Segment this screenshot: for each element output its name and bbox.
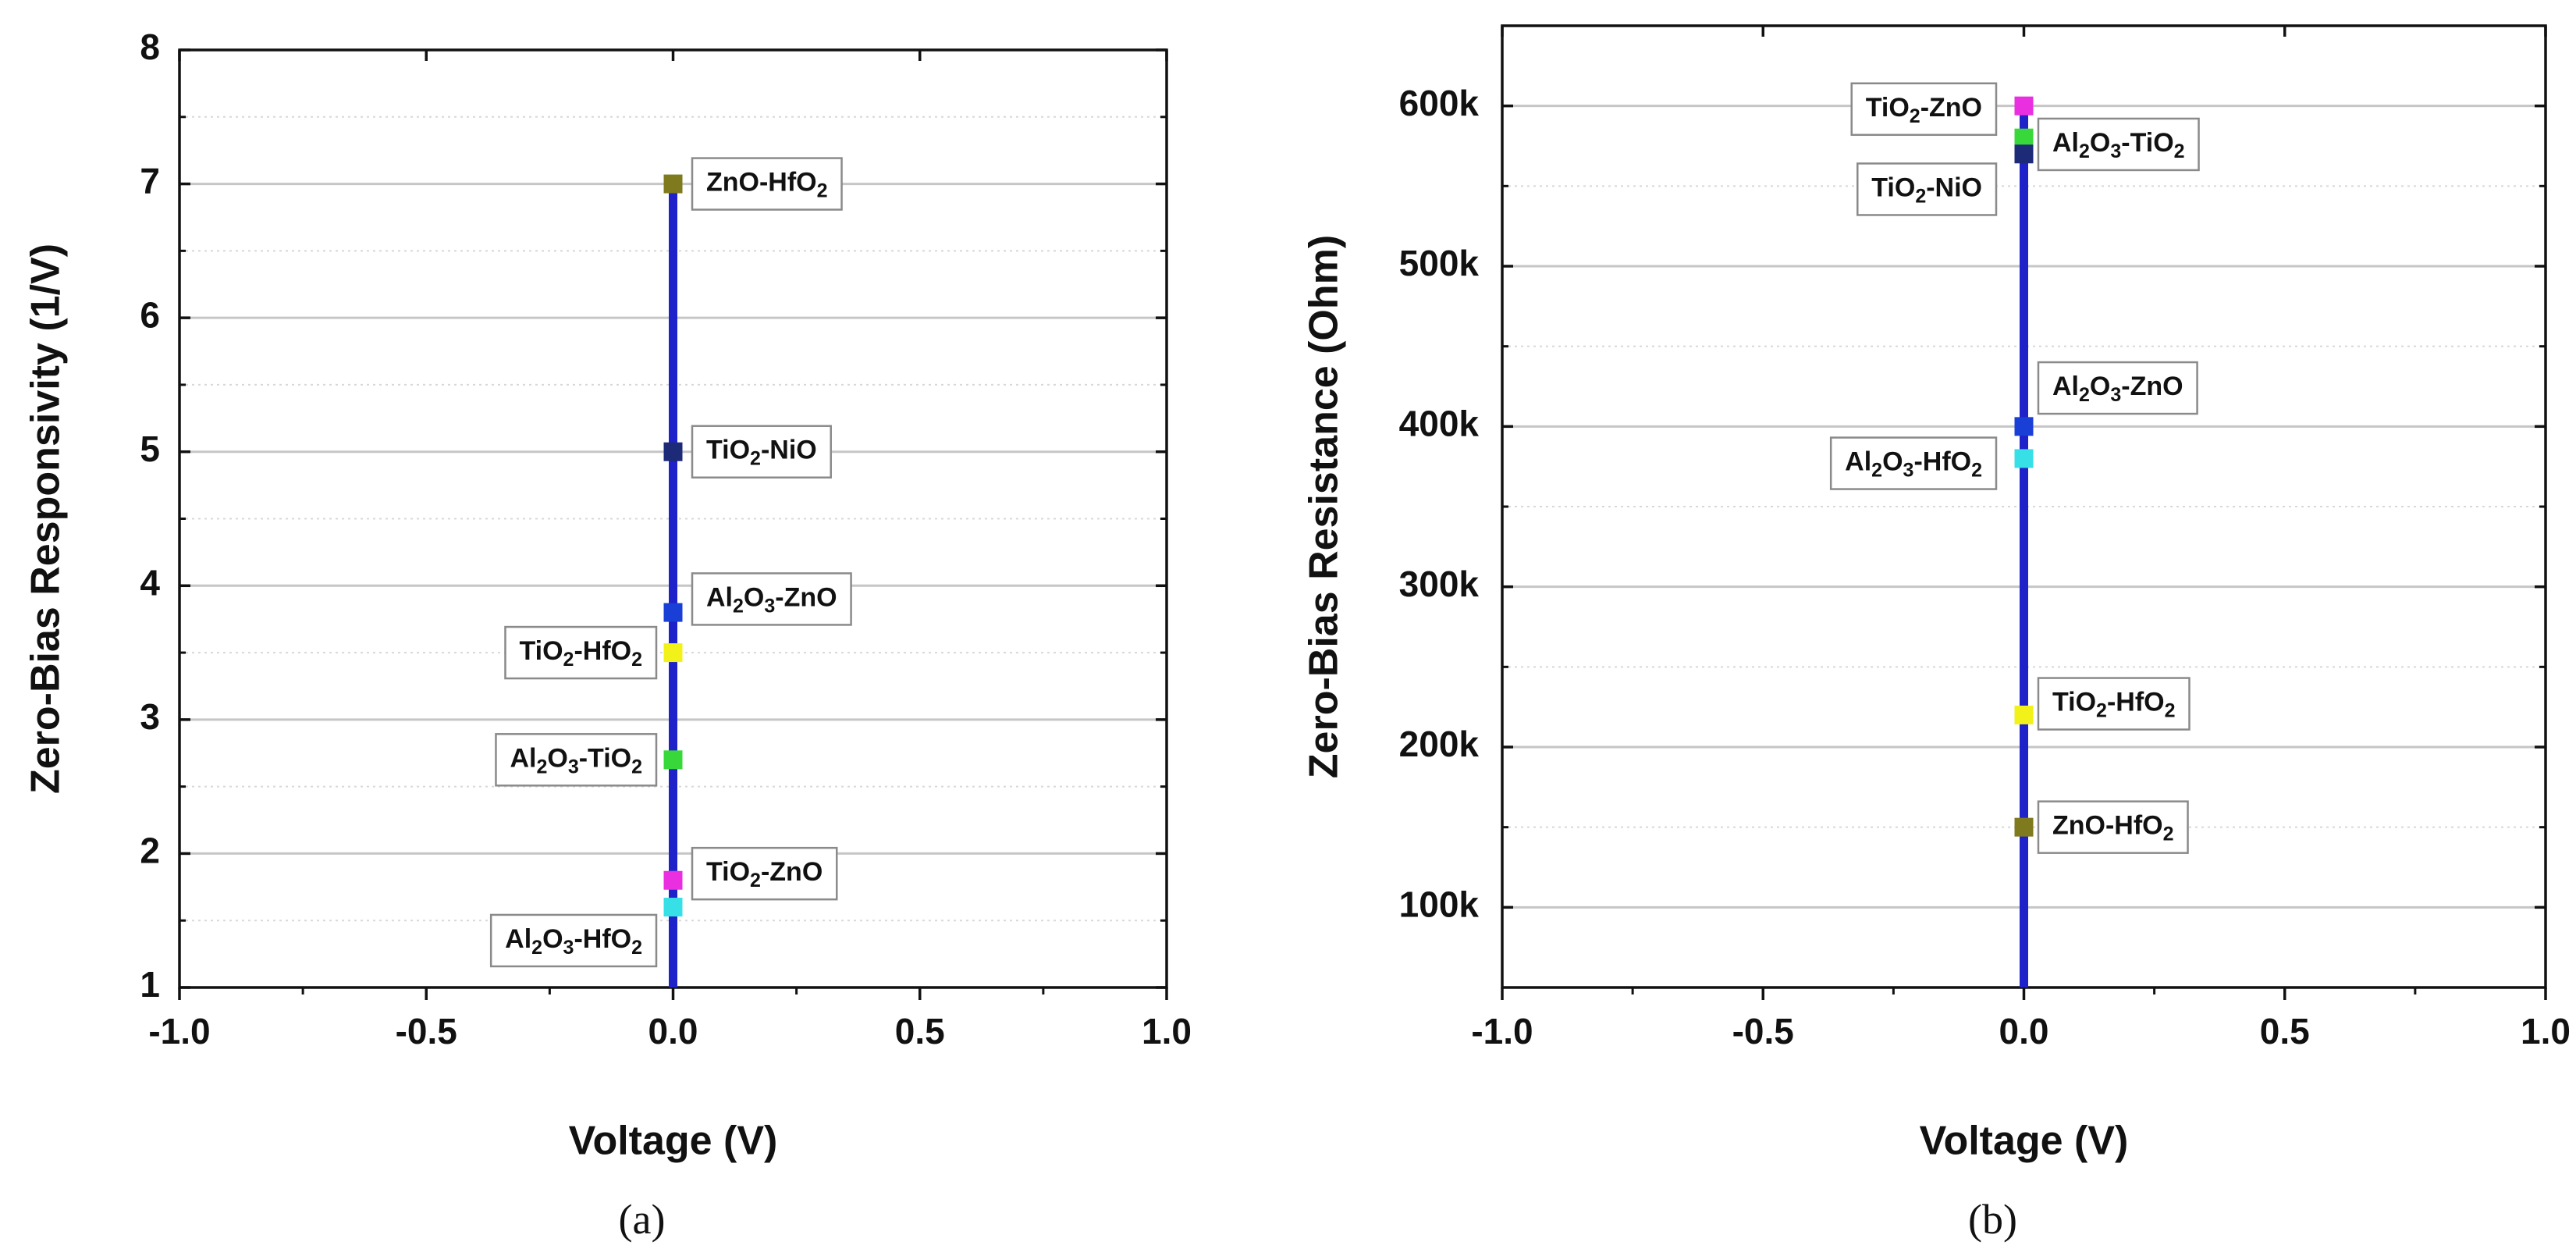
data-point — [663, 603, 683, 622]
point-label-box — [691, 157, 843, 211]
x-tick-label: 0.0 — [1999, 1011, 2049, 1051]
y-tick-label: 300k — [1399, 564, 1480, 604]
x-tick-label: -1.0 — [148, 1011, 210, 1051]
point-label: Al2O3-TiO2 — [495, 733, 658, 787]
y-tick-label: 7 — [140, 161, 160, 201]
y-tick-label: 200k — [1399, 724, 1480, 764]
y-tick-label: 5 — [140, 429, 160, 469]
point-label-box — [691, 572, 852, 626]
point-label: Al2O3-ZnO — [2037, 361, 2198, 415]
point-label-box — [691, 425, 832, 479]
y-tick-label: 500k — [1399, 243, 1480, 283]
y-tick-label: 8 — [140, 27, 160, 67]
point-label-text: TiO2-NiO — [1871, 173, 1982, 207]
point-label: TiO2-NiO — [691, 425, 832, 479]
x-tick-label: 1.0 — [2521, 1011, 2571, 1051]
point-label: TiO2-ZnO — [1850, 82, 1998, 137]
point-label: TiO2-ZnO — [691, 846, 838, 901]
point-label-text: Al2O3-HfO2 — [1845, 447, 1982, 482]
point-label: TiO2-NiO — [1856, 162, 1998, 216]
point-label-box — [2037, 677, 2190, 731]
y-axis-title: Zero-Bias Resistance (Ohm) — [1302, 235, 1347, 778]
point-label-text: ZnO-HfO2 — [2052, 811, 2174, 845]
x-axis-title: Voltage (V) — [1920, 1119, 2129, 1164]
point-label-text: Al2O3-HfO2 — [505, 924, 642, 959]
point-label-text: TiO2-HfO2 — [2052, 688, 2176, 722]
panel-caption: (a) — [619, 1196, 666, 1243]
point-label: ZnO-HfO2 — [691, 157, 843, 211]
x-tick-label: 1.0 — [1142, 1011, 1192, 1051]
point-label-text: TiO2-ZnO — [706, 857, 823, 891]
point-label-box — [489, 913, 658, 968]
point-label-text: Al2O3-ZnO — [706, 582, 837, 617]
x-tick-label: -0.5 — [396, 1011, 457, 1051]
x-tick-label: -1.0 — [1471, 1011, 1533, 1051]
point-label-box — [1850, 82, 1998, 137]
point-label: Al2O3-HfO2 — [1829, 436, 1998, 490]
data-point — [2014, 417, 2034, 436]
data-point — [663, 750, 683, 770]
point-label-text: Al2O3-TiO2 — [2052, 128, 2185, 162]
point-label-box — [495, 733, 658, 787]
point-label-box — [1829, 436, 1998, 490]
point-label-box — [2037, 361, 2198, 415]
point-label-box — [504, 625, 658, 680]
point-label-text: TiO2-HfO2 — [519, 636, 642, 671]
y-axis-title: Zero-Bias Responsivity (1/V) — [23, 244, 69, 794]
point-label: TiO2-HfO2 — [504, 625, 658, 680]
data-point — [2014, 128, 2034, 148]
point-label-text: Al2O3-TiO2 — [510, 743, 642, 777]
point-label: ZnO-HfO2 — [2037, 800, 2189, 854]
data-point — [663, 643, 683, 663]
data-point — [2014, 705, 2034, 724]
point-label-text: Al2O3-ZnO — [2052, 372, 2183, 406]
point-label-box — [2037, 117, 2200, 172]
point-label: Al2O3-ZnO — [691, 572, 852, 626]
data-point — [663, 898, 683, 917]
y-tick-label: 6 — [140, 294, 160, 335]
point-label-text: TiO2-NiO — [706, 436, 817, 470]
data-point — [663, 442, 683, 461]
chart-panel-b: 100k 200k 300k 400k 500k 600k -1.0 -0.5 0.0 0.5 1.… — [1302, 24, 2571, 1243]
y-tick-label: 600k — [1399, 83, 1480, 123]
chart-panel-a: 1 2 3 4 5 6 7 8 -1.0 -0.5 0.0 0.5 1.0 Voltage (V) Zero… — [23, 27, 1192, 1243]
y-tick-label: 4 — [140, 562, 160, 603]
data-point — [2014, 817, 2034, 837]
data-point — [2014, 449, 2034, 468]
y-tick-label: 1 — [140, 964, 160, 1005]
x-tick-label: 0.0 — [648, 1011, 698, 1051]
y-tick-label: 400k — [1399, 403, 1480, 443]
y-tick-label: 2 — [140, 831, 160, 871]
y-tick-label: 3 — [140, 696, 160, 737]
x-tick-label: 0.5 — [895, 1011, 945, 1051]
point-label: Al2O3-HfO2 — [489, 913, 658, 968]
point-label: Al2O3-TiO2 — [2037, 117, 2200, 172]
point-label: TiO2-HfO2 — [2037, 677, 2190, 731]
point-label-box — [691, 846, 838, 901]
panel-caption: (b) — [1968, 1196, 2017, 1243]
y-tick-label: 100k — [1399, 884, 1480, 924]
data-point — [2014, 144, 2034, 164]
point-label-text: TiO2-ZnO — [1866, 93, 1982, 127]
data-point — [663, 174, 683, 194]
data-point — [2014, 96, 2034, 116]
data-point — [663, 870, 683, 890]
x-tick-label: 0.5 — [2260, 1011, 2310, 1051]
point-label-text: ZnO-HfO2 — [706, 168, 828, 202]
x-tick-label: -0.5 — [1732, 1011, 1794, 1051]
point-label-box — [2037, 800, 2189, 854]
point-label-box — [1856, 162, 1998, 216]
x-axis-title: Voltage (V) — [569, 1119, 778, 1164]
